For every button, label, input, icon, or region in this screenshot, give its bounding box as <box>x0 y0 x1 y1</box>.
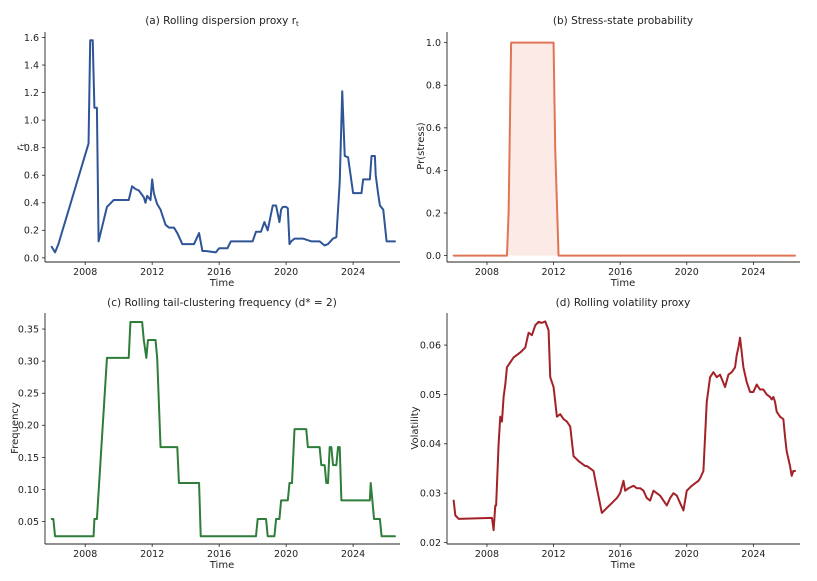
panel-c-xtick-label: 2012 <box>140 549 164 560</box>
panel-b-xtick-label: 2008 <box>475 267 499 278</box>
panel-a-ytick-label: 1.4 <box>24 60 39 71</box>
panel-d-xtick-label: 2016 <box>608 549 632 560</box>
panel-a-ylabel-subscript: t <box>19 143 27 146</box>
panel-b-series-line <box>452 41 796 257</box>
panel-d-ytick-label: 0.02 <box>420 538 441 549</box>
panel-d-ytick-label: 0.03 <box>420 489 441 500</box>
panel-a-ylabel: rt <box>15 143 27 150</box>
panel-b-plot-area: 0.0 0.2 0.4 0.6 0.8 1.0 2008 2012 2016 2020 2024 <box>426 32 800 278</box>
panel-c-series-line <box>50 320 396 538</box>
panel-d-xtick-label: 2020 <box>675 549 699 560</box>
panel-d-volatility: (d) Rolling volatility proxy Time Volati… <box>410 297 800 571</box>
panel-c-ytick-label: 0.05 <box>18 517 39 528</box>
panel-a-ytick-label: 0.6 <box>24 171 39 182</box>
panel-d-xlabel: Time <box>610 560 635 571</box>
panel-c-ytick-label: 0.30 <box>18 357 39 368</box>
panel-c-xtick-label: 2020 <box>274 549 298 560</box>
panel-a-xtick-label: 2008 <box>73 267 97 278</box>
panel-b-ytick-label: 1.0 <box>426 38 441 49</box>
panel-a-series-line <box>50 39 396 254</box>
panel-c-tail-clustering: (c) Rolling tail-clustering frequency (d… <box>10 297 400 571</box>
panel-a-ytick-label: 1.0 <box>24 116 39 127</box>
panel-c-xtick-label: 2016 <box>207 549 231 560</box>
panel-b-series-fill <box>453 42 795 256</box>
panel-a-title: (a) Rolling dispersion proxy rt <box>145 15 299 28</box>
panel-b-ytick-label: 0.4 <box>426 166 441 177</box>
panel-d-ytick-label: 0.04 <box>420 439 441 450</box>
panel-d-title: (d) Rolling volatility proxy <box>556 297 691 309</box>
panel-c-xlabel: Time <box>209 560 234 571</box>
panel-d-xtick-label: 2008 <box>475 549 499 560</box>
panel-d-ylabel: Volatility <box>410 406 421 449</box>
panel-c-xtick-label: 2024 <box>341 549 365 560</box>
panel-d-xtick-label: 2012 <box>541 549 565 560</box>
panel-a-ytick-label: 1.6 <box>24 33 39 44</box>
panel-a-xtick-label: 2020 <box>274 267 298 278</box>
panel-d-series-line <box>452 320 796 532</box>
panel-c-ytick-label: 0.10 <box>18 485 39 496</box>
panel-a-xlabel: Time <box>209 278 234 289</box>
panel-a-xtick-label: 2016 <box>207 267 231 278</box>
panel-b-ytick-label: 0.6 <box>426 123 441 134</box>
panel-a-title-subscript: t <box>296 20 299 28</box>
panel-a-ytick-label: 0.8 <box>24 143 39 154</box>
panel-b-title: (b) Stress-state probability <box>553 15 693 27</box>
panel-c-ytick-label: 0.35 <box>18 324 39 335</box>
panel-b-xtick-label: 2016 <box>608 267 632 278</box>
panel-b-ytick-label: 0.8 <box>426 81 441 92</box>
panel-a-ytick-label: 1.2 <box>24 88 39 99</box>
panel-d-ytick-label: 0.05 <box>420 390 441 401</box>
panel-b-xtick-label: 2012 <box>541 267 565 278</box>
panel-c-xtick-label: 2008 <box>73 549 97 560</box>
panel-a-plot-area: 0.0 0.2 0.4 0.6 0.8 1.0 1.2 1.4 1.6 2008 2012 2016 2… <box>24 32 400 278</box>
panel-b-ytick-label: 0.2 <box>426 208 441 219</box>
panel-a-ytick-label: 0.4 <box>24 198 39 209</box>
panel-b-xlabel: Time <box>610 278 635 289</box>
panel-d-plot-area: 0.02 0.03 0.04 0.05 0.06 2008 2012 2016 2020 2024 <box>420 313 800 560</box>
panel-c-title: (c) Rolling tail-clustering frequency (d… <box>107 297 337 309</box>
panel-b-ylabel: Pr(stress) <box>416 122 427 169</box>
panel-b-ytick-label: 0.0 <box>426 251 441 262</box>
panel-b-xtick-label: 2020 <box>675 267 699 278</box>
panel-d-ytick-label: 0.06 <box>420 340 441 351</box>
panel-c-ytick-label: 0.25 <box>18 389 39 400</box>
panel-b-xtick-label: 2024 <box>741 267 765 278</box>
panel-b-stress-probability: (b) Stress-state probability Time Pr(str… <box>416 15 800 289</box>
panel-a-ytick-label: 0.0 <box>24 253 39 264</box>
panel-a-xtick-label: 2024 <box>341 267 365 278</box>
panel-c-plot-area: 0.05 0.10 0.15 0.20 0.25 0.30 0.35 2008 2012 2016… <box>18 313 400 560</box>
panel-c-ylabel: Frequency <box>10 402 21 454</box>
panel-a-xtick-label: 2012 <box>140 267 164 278</box>
panel-c-ytick-label: 0.15 <box>18 453 39 464</box>
panel-a-ytick-label: 0.2 <box>24 226 39 237</box>
panel-d-xtick-label: 2024 <box>741 549 765 560</box>
panel-a-rolling-dispersion: (a) Rolling dispersion proxy rt Time rt … <box>15 15 400 289</box>
panel-c-ytick-label: 0.20 <box>18 421 39 432</box>
